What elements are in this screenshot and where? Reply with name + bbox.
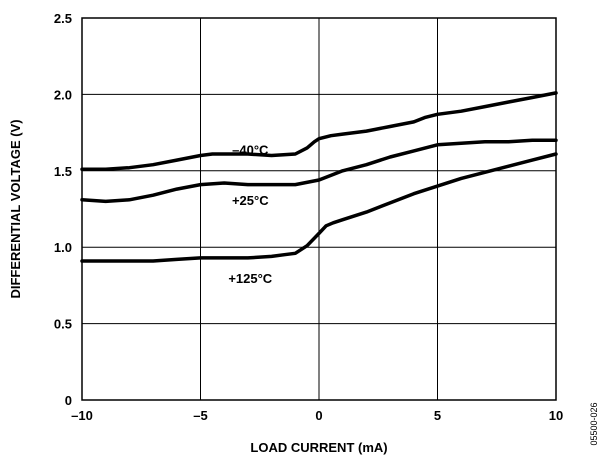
series-line-2 — [80, 152, 558, 263]
series-lines — [80, 91, 558, 263]
y-tick-label: 2.0 — [54, 87, 72, 102]
figure-id: 05500-026 — [589, 402, 599, 445]
curve-label: +125°C — [228, 271, 272, 286]
x-tick-label: –10 — [71, 408, 93, 423]
y-tick-label: 1.5 — [54, 164, 72, 179]
y-tick-label: 0.5 — [54, 317, 72, 332]
curve-label: –40°C — [232, 142, 269, 157]
grid-lines — [82, 18, 556, 400]
x-tick-label: 5 — [434, 408, 441, 423]
x-axis-title: LOAD CURRENT (mA) — [250, 440, 387, 455]
y-tick-labels: 0 0.5 1.0 1.5 2.0 2.5 — [54, 11, 72, 408]
series-line-1 — [80, 138, 558, 204]
y-axis-title: DIFFERENTIAL VOLTAGE (V) — [8, 119, 23, 298]
x-tick-label: 0 — [315, 408, 322, 423]
y-tick-label: 2.5 — [54, 11, 72, 26]
plot-frame — [81, 17, 557, 401]
curve-labels: –40°C +25°C +125°C — [228, 142, 272, 285]
x-tick-label: –5 — [193, 408, 207, 423]
x-tick-label: 10 — [549, 408, 563, 423]
curve-label: +25°C — [232, 193, 269, 208]
plot-border — [81, 17, 557, 401]
y-tick-label: 1.0 — [54, 240, 72, 255]
series-line-0 — [80, 91, 558, 172]
y-tick-label: 0 — [65, 393, 72, 408]
x-tick-labels: –10 –5 0 5 10 — [71, 408, 563, 423]
